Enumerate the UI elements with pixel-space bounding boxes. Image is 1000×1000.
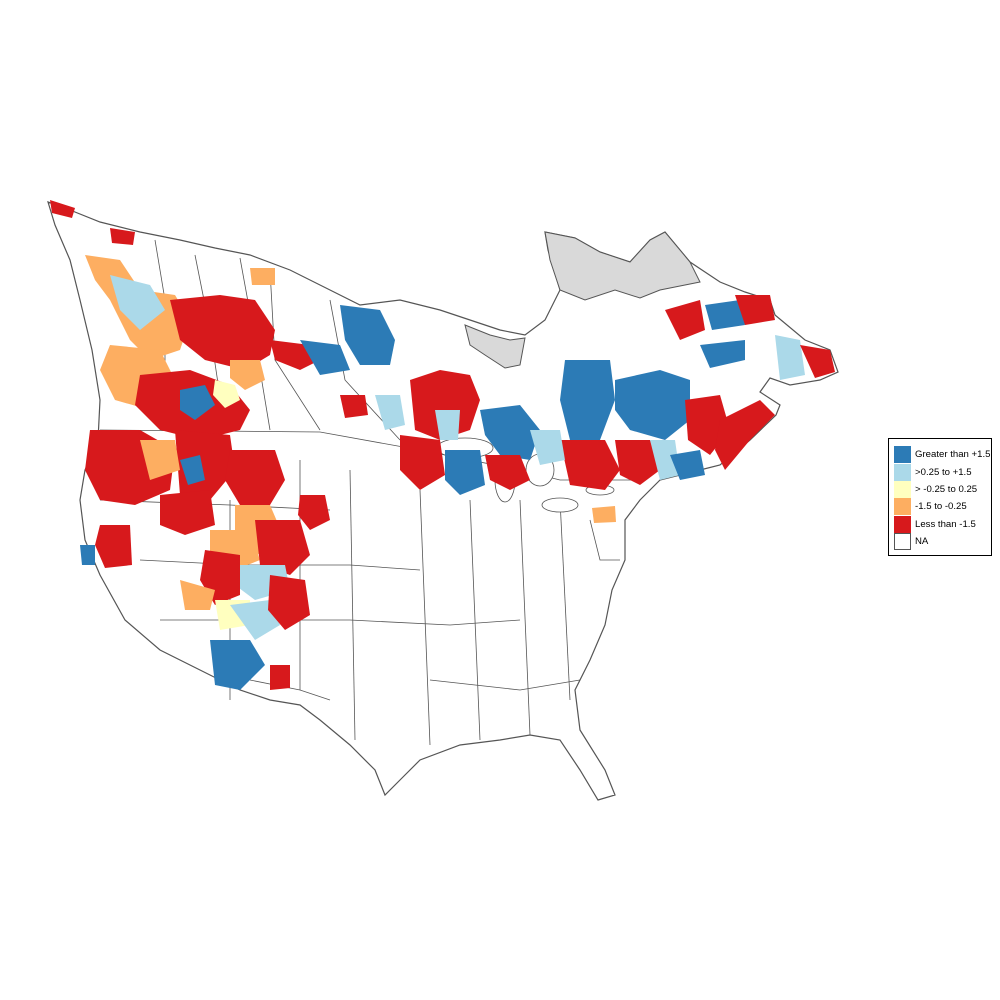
legend-label: > -0.25 to 0.25 [915, 483, 978, 495]
legend: Greater than +1.5 >0.25 to +1.5 > -0.25 … [888, 438, 992, 556]
legend-item: >0.25 to +1.5 [894, 463, 991, 481]
legend-label: Greater than +1.5 [915, 449, 991, 461]
legend-item: > -0.25 to 0.25 [894, 480, 991, 498]
legend-item: NA [894, 533, 991, 551]
legend-swatch [894, 480, 911, 498]
data-cells [50, 200, 835, 690]
legend-swatch [894, 446, 911, 464]
legend-item: Less than -1.5 [894, 515, 991, 533]
excluded-region-ontario-north [464, 324, 526, 369]
legend-label: Less than -1.5 [915, 518, 976, 530]
legend-label: NA [915, 536, 929, 548]
legend-label: >0.25 to +1.5 [915, 466, 972, 478]
legend-item: -1.5 to -0.25 [894, 498, 991, 516]
legend-swatch [894, 463, 911, 481]
legend-swatch [894, 515, 911, 533]
legend-swatch [894, 498, 911, 516]
legend-swatch-na [894, 533, 911, 551]
legend-label: -1.5 to -0.25 [915, 501, 967, 513]
excluded-region-ungava [544, 231, 701, 301]
legend-item: Greater than +1.5 [894, 446, 991, 464]
